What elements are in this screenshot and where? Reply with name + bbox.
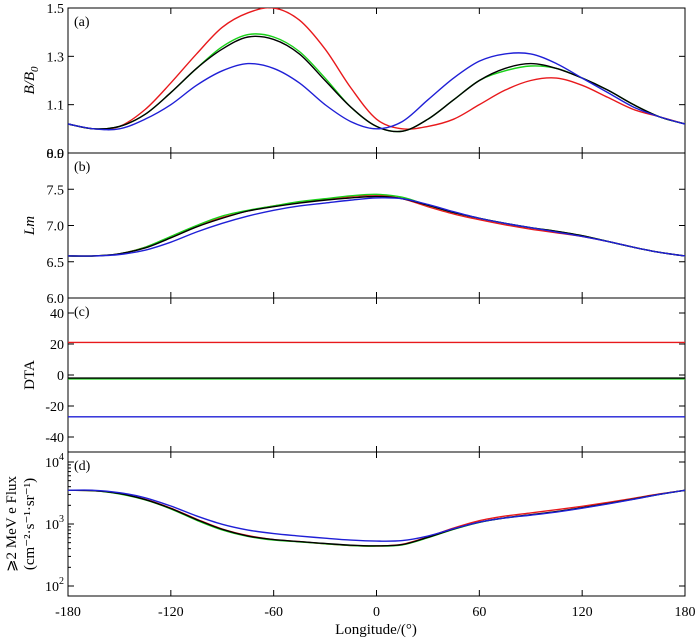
x-tick-label: -180 bbox=[55, 605, 81, 620]
series-red-line bbox=[68, 489, 685, 547]
y-axis-label-subscript: 0 bbox=[29, 66, 41, 72]
series-green-line bbox=[68, 193, 685, 257]
series-green-line bbox=[68, 489, 685, 547]
y-tick-label: 1.1 bbox=[47, 99, 65, 114]
panel-tag: (b) bbox=[74, 160, 91, 175]
panel-tag: (c) bbox=[74, 305, 90, 320]
panel-frame bbox=[67, 297, 686, 453]
y-tick-label: 8.0 bbox=[47, 147, 65, 162]
y-axis-label: Lm bbox=[22, 216, 38, 236]
series-blue-line bbox=[68, 52, 685, 131]
y-tick-label: 7.0 bbox=[47, 220, 65, 235]
panel-3: -40 -20 0 20 40 (c) DTA bbox=[22, 297, 686, 453]
y-tick-exponent: 2 bbox=[59, 576, 64, 587]
y-tick-label: -20 bbox=[45, 400, 64, 415]
x-tick-label: 180 bbox=[675, 605, 696, 620]
series-red-line bbox=[68, 8, 685, 130]
y-axis-label: DTA bbox=[22, 360, 38, 390]
x-tick-label: 0 bbox=[373, 605, 380, 620]
series-red-line bbox=[68, 194, 685, 257]
panel-4: 102 103 104 (d) ⩾2 MeV e Flux (cm⁻²·s⁻¹·sr⁻¹) bbox=[4, 451, 686, 597]
y-tick-exponent: 3 bbox=[59, 514, 64, 525]
y-tick-label: 103 bbox=[45, 514, 64, 533]
y-tick-label: 40 bbox=[50, 307, 64, 322]
y-axis-label: ⩾2 MeV e Flux bbox=[4, 475, 20, 572]
y-axis-unit-label: (cm⁻²·s⁻¹·sr⁻¹) bbox=[22, 478, 38, 570]
panel-1: 0.9 1.1 1.3 1.5 (a) B/B0 bbox=[22, 2, 686, 162]
y-tick-label: 6.5 bbox=[47, 256, 65, 271]
series-blue-line bbox=[68, 489, 685, 542]
y-tick-label: 104 bbox=[45, 452, 64, 471]
y-tick-exponent: 4 bbox=[59, 452, 64, 463]
x-tick-label: 120 bbox=[572, 605, 593, 620]
y-tick-label: 0 bbox=[57, 369, 64, 384]
x-tick-label: -120 bbox=[158, 605, 184, 620]
y-tick-label: 0.9 bbox=[47, 147, 65, 162]
y-tick-label: 6.0 bbox=[47, 292, 65, 307]
series-black-line bbox=[68, 489, 685, 547]
y-tick-label: 1.3 bbox=[47, 50, 65, 65]
panel-frame bbox=[67, 152, 686, 299]
y-tick-label: 20 bbox=[50, 338, 64, 353]
x-tick-label: -60 bbox=[264, 605, 283, 620]
panel-tag: (a) bbox=[74, 15, 90, 30]
panel-2: 6.0 6.5 7.0 7.5 8.0 (b) Lm bbox=[22, 147, 686, 307]
x-tick-label: 60 bbox=[472, 605, 486, 620]
x-axis-label: Longitude/(°) bbox=[335, 622, 417, 638]
series-blue-line bbox=[68, 197, 685, 257]
series-black-line bbox=[68, 195, 685, 257]
panel-tag: (d) bbox=[74, 459, 91, 474]
panel-frame bbox=[67, 7, 686, 154]
y-axis-label: B/B0 bbox=[22, 66, 41, 95]
y-tick-label: 7.5 bbox=[47, 183, 65, 198]
y-tick-label: -40 bbox=[45, 431, 64, 446]
y-tick-label: 1.5 bbox=[47, 2, 65, 17]
panel-frame bbox=[67, 451, 686, 597]
y-tick-label: 102 bbox=[45, 576, 64, 595]
